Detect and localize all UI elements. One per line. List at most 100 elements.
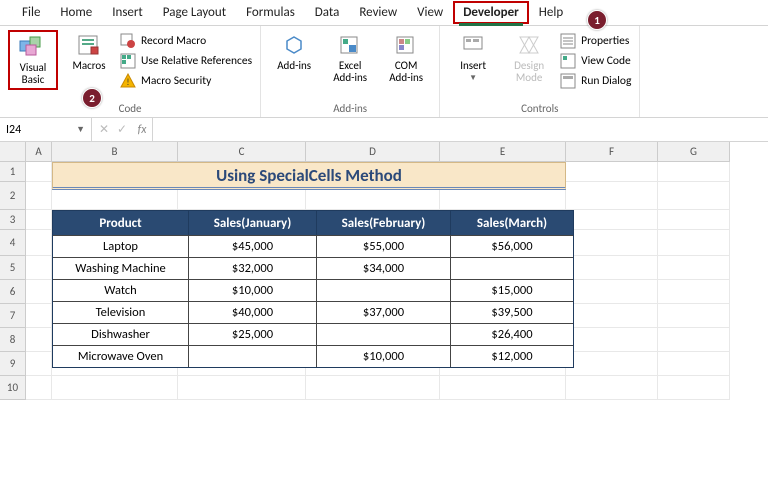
row-head-8[interactable]: 8	[0, 328, 26, 352]
visual-basic-button[interactable]: Visual Basic	[8, 30, 58, 90]
row-head-4[interactable]: 4	[0, 230, 26, 256]
table-cell[interactable]: Microwave Oven	[53, 345, 189, 367]
com-addins-button[interactable]: COM Add-ins	[381, 30, 431, 86]
cell[interactable]	[26, 256, 52, 280]
row-head-6[interactable]: 6	[0, 280, 26, 304]
table-cell[interactable]: Dishwasher	[53, 323, 189, 345]
properties-button[interactable]: Properties	[560, 32, 631, 50]
table-cell[interactable]: $56,000	[451, 235, 573, 257]
table-cell[interactable]: $37,000	[317, 301, 451, 323]
col-head-F[interactable]: F	[566, 142, 658, 162]
cell[interactable]	[566, 210, 658, 230]
cell[interactable]	[658, 304, 730, 328]
tab-page-layout[interactable]: Page Layout	[153, 1, 236, 24]
cell[interactable]	[26, 376, 52, 400]
table-cell[interactable]: $12,000	[451, 345, 573, 367]
record-macro-button[interactable]: Record Macro	[120, 32, 252, 50]
table-cell[interactable]: $40,000	[189, 301, 317, 323]
cell[interactable]	[26, 210, 52, 230]
tab-review[interactable]: Review	[349, 1, 407, 24]
table-cell[interactable]: $15,000	[451, 279, 573, 301]
cell[interactable]	[658, 352, 730, 376]
cell[interactable]	[26, 328, 52, 352]
col-head-B[interactable]: B	[52, 142, 178, 162]
tab-developer[interactable]: Developer	[453, 1, 529, 24]
formula-input[interactable]	[153, 118, 768, 141]
enter-icon[interactable]: ✓	[114, 122, 130, 137]
table-cell[interactable]	[317, 323, 451, 345]
use-relative-button[interactable]: Use Relative References	[120, 52, 252, 70]
cell[interactable]	[658, 256, 730, 280]
table-cell[interactable]: Laptop	[53, 235, 189, 257]
cell[interactable]	[566, 162, 658, 182]
cell[interactable]	[658, 210, 730, 230]
cell[interactable]	[566, 304, 658, 328]
table-cell[interactable]: $39,500	[451, 301, 573, 323]
cell[interactable]	[26, 352, 52, 376]
cell[interactable]	[566, 352, 658, 376]
row-head-1[interactable]: 1	[0, 162, 26, 182]
cell[interactable]	[26, 182, 52, 210]
tab-help[interactable]: Help	[529, 1, 573, 24]
cell[interactable]	[566, 376, 658, 400]
insert-control-button[interactable]: Insert ▼	[448, 30, 498, 85]
row-head-2[interactable]: 2	[0, 182, 26, 210]
cell[interactable]	[26, 280, 52, 304]
cell[interactable]	[440, 376, 566, 400]
row-head-3[interactable]: 3	[0, 210, 26, 230]
macro-security-button[interactable]: ! Macro Security	[120, 72, 252, 90]
table-cell[interactable]: $10,000	[189, 279, 317, 301]
table-cell[interactable]: $10,000	[317, 345, 451, 367]
table-cell[interactable]: $32,000	[189, 257, 317, 279]
cell[interactable]	[52, 376, 178, 400]
name-box-dropdown-icon[interactable]: ▼	[76, 124, 85, 135]
table-cell[interactable]: Television	[53, 301, 189, 323]
cell[interactable]	[26, 304, 52, 328]
design-mode-button[interactable]: Design Mode	[504, 30, 554, 86]
table-cell[interactable]: $45,000	[189, 235, 317, 257]
cell[interactable]	[566, 256, 658, 280]
tab-insert[interactable]: Insert	[102, 1, 153, 24]
cell[interactable]	[658, 376, 730, 400]
view-code-button[interactable]: View Code	[560, 52, 631, 70]
select-all-corner[interactable]	[0, 142, 26, 162]
cell[interactable]	[658, 280, 730, 304]
col-head-C[interactable]: C	[178, 142, 306, 162]
cancel-icon[interactable]: ✕	[96, 122, 112, 137]
tab-data[interactable]: Data	[305, 1, 350, 24]
cell[interactable]	[566, 328, 658, 352]
table-cell[interactable]: $25,000	[189, 323, 317, 345]
cell[interactable]	[566, 182, 658, 210]
cell[interactable]	[658, 328, 730, 352]
table-cell[interactable]: $26,400	[451, 323, 573, 345]
table-cell[interactable]	[451, 257, 573, 279]
cell[interactable]	[178, 376, 306, 400]
tab-home[interactable]: Home	[50, 1, 102, 24]
cell[interactable]	[658, 182, 730, 210]
col-head-E[interactable]: E	[440, 142, 566, 162]
tab-view[interactable]: View	[407, 1, 453, 24]
cell[interactable]	[306, 376, 440, 400]
tab-formulas[interactable]: Formulas	[236, 1, 305, 24]
tab-file[interactable]: File	[12, 1, 50, 24]
cell[interactable]	[26, 230, 52, 256]
run-dialog-button[interactable]: Run Dialog	[560, 72, 631, 90]
col-head-G[interactable]: G	[658, 142, 730, 162]
macros-button[interactable]: Macros	[64, 30, 114, 74]
table-cell[interactable]: Washing Machine	[53, 257, 189, 279]
table-cell[interactable]: Watch	[53, 279, 189, 301]
cell[interactable]	[26, 162, 52, 182]
fx-icon[interactable]: fx	[132, 123, 148, 137]
cell[interactable]	[566, 230, 658, 256]
row-head-9[interactable]: 9	[0, 352, 26, 376]
excel-addins-button[interactable]: Excel Add-ins	[325, 30, 375, 86]
cell[interactable]	[658, 162, 730, 182]
table-cell[interactable]	[317, 279, 451, 301]
addins-button[interactable]: Add-ins	[269, 30, 319, 74]
cell[interactable]	[566, 280, 658, 304]
table-cell[interactable]: $34,000	[317, 257, 451, 279]
col-head-A[interactable]: A	[26, 142, 52, 162]
row-head-10[interactable]: 10	[0, 376, 26, 400]
row-head-5[interactable]: 5	[0, 256, 26, 280]
name-box[interactable]: I24 ▼	[0, 118, 92, 141]
